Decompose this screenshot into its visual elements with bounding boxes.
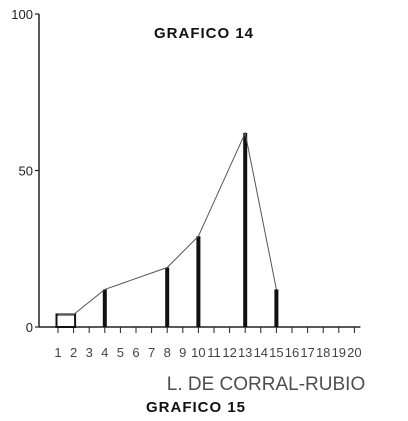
chart-caption: GRAFICO 15 — [146, 399, 246, 416]
x-tick-label: 9 — [179, 345, 186, 360]
bar-box-1-2 — [55, 313, 77, 329]
x-tick-label: 7 — [148, 345, 155, 360]
x-tick-label: 15 — [269, 345, 283, 360]
x-tick-label: 13 — [238, 345, 252, 360]
x-tick-label: 20 — [347, 345, 361, 360]
y-tick-label: 100 — [11, 7, 33, 22]
x-tick-label: 14 — [254, 345, 268, 360]
x-tick-label: 10 — [191, 345, 205, 360]
x-tick-label: 5 — [117, 345, 124, 360]
x-tick-label: 3 — [86, 345, 93, 360]
x-tick-label: 18 — [316, 345, 330, 360]
x-tick-label: 2 — [70, 345, 77, 360]
bar — [102, 289, 107, 327]
x-axis-label: L. DE CORRAL-RUBIO — [167, 374, 365, 395]
x-tick-label: 8 — [164, 345, 171, 360]
x-tick-label: 12 — [222, 345, 236, 360]
x-tick-label: 6 — [132, 345, 139, 360]
x-tick-label: 19 — [332, 345, 346, 360]
x-tick-label: 16 — [285, 345, 299, 360]
y-tick-label: 50 — [19, 164, 33, 179]
x-tick-label: 1 — [54, 345, 61, 360]
chart-title: GRAFICO 14 — [154, 25, 254, 42]
bar — [196, 236, 201, 327]
bar — [165, 267, 170, 327]
x-tick-label: 4 — [101, 345, 108, 360]
y-tick-label: 0 — [26, 320, 33, 335]
bar — [274, 289, 279, 327]
trend-line — [58, 131, 277, 315]
bar — [243, 132, 248, 327]
x-tick-label: 11 — [207, 345, 221, 360]
x-tick-label: 17 — [300, 345, 314, 360]
